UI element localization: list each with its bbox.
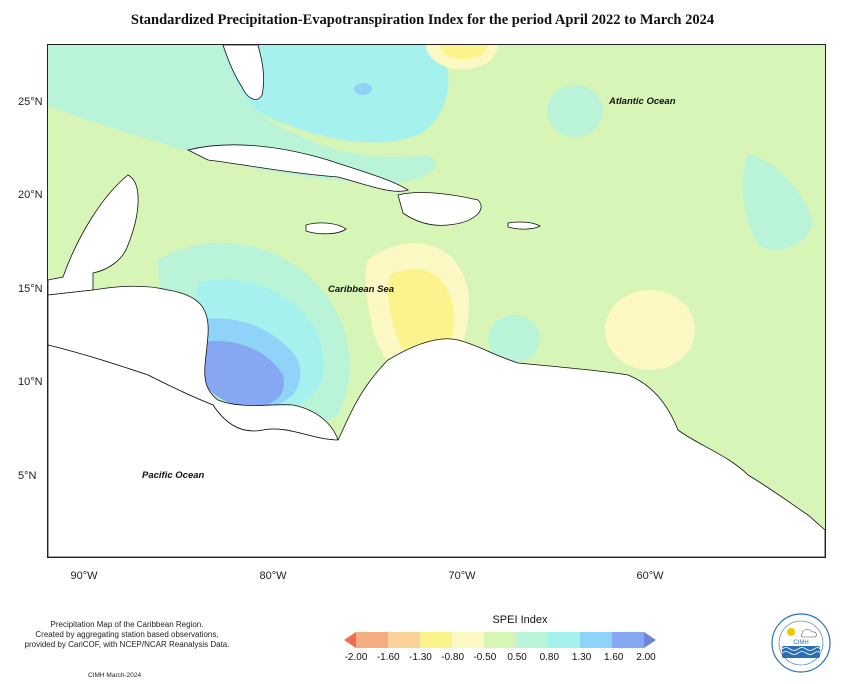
lat-label-10n: 10°N — [18, 376, 43, 388]
land-puerto-rico — [507, 221, 541, 230]
legend-tick-label: 0.80 — [539, 652, 560, 663]
footnote-line-3: provided by CariCOF, with NCEP/NCAR Rean… — [24, 640, 230, 649]
legend-tick-label: 2.00 — [636, 652, 656, 663]
wet-zone-venezuela-coast — [488, 315, 540, 363]
lon-label-60w: 60°W — [636, 570, 664, 582]
logo-text: CIMH — [793, 640, 809, 646]
wet-zone-central-america-core — [198, 340, 284, 407]
legend-swatch — [580, 632, 613, 648]
lat-label-15n: 15°N — [18, 283, 43, 295]
lon-label-80w: 80°W — [259, 570, 287, 582]
sun-icon — [787, 628, 795, 636]
legend-swatch — [420, 632, 453, 648]
label-caribbean-sea: Caribbean Sea — [328, 284, 394, 295]
credit-text: CIMH March-2024 — [88, 672, 142, 679]
wet-zone-gulf-bahamas-inner — [48, 45, 436, 184]
land-masses — [48, 45, 825, 557]
cloud-icon — [801, 629, 817, 638]
dry-zone-lesser-antilles — [605, 290, 695, 370]
land-florida — [222, 45, 265, 100]
legend-colorbar — [344, 632, 656, 648]
legend-tick-label: -1.60 — [376, 652, 400, 663]
map-footnote: Precipitation Map of the Caribbean Regio… — [12, 620, 242, 650]
legend-tick-label: 1.30 — [571, 652, 592, 663]
wet-zone-florida-bahamas — [218, 45, 449, 143]
legend-swatch — [612, 632, 645, 648]
wet-zone-atlantic-east — [742, 155, 813, 250]
lon-label-70w: 70°W — [448, 570, 476, 582]
legend-ticks: -2.00 -1.60 -1.30 -0.80 -0.50 0.50 0.80 1.30 1.6… — [345, 652, 656, 666]
legend-swatch — [548, 632, 581, 648]
land-mexico-yucatan — [48, 174, 139, 296]
legend-swatch — [484, 632, 517, 648]
legend-tick-label: -1.30 — [409, 652, 432, 663]
dry-zone-bahamas-north-core — [440, 45, 488, 60]
cimh-logo — [771, 613, 831, 673]
legend-swatch — [644, 632, 656, 648]
legend-tick-label: -0.80 — [441, 652, 465, 663]
legend-tick-label: 1.60 — [604, 652, 624, 663]
land-cuba — [186, 144, 409, 192]
land-hispaniola — [397, 192, 482, 226]
lat-label-20n: 20°N — [18, 189, 43, 201]
legend-tick-label: 0.50 — [507, 652, 527, 663]
legend-tick-label: -0.50 — [473, 652, 497, 663]
land-jamaica — [305, 222, 347, 235]
footnote-line-1: Precipitation Map of the Caribbean Regio… — [50, 620, 204, 629]
footnote-line-2: Created by aggregating station based obs… — [35, 630, 219, 639]
legend-swatch — [452, 632, 485, 648]
lon-label-90w: 90°W — [70, 570, 98, 582]
map-title: Standardized Precipitation-Evapotranspir… — [130, 12, 715, 28]
lat-label-25n: 25°N — [18, 96, 43, 108]
legend-swatch — [344, 632, 356, 648]
wet-zone-atlantic-north — [547, 85, 603, 137]
wet-zone-bahamas-core — [354, 83, 372, 95]
legend-title: SPEI Index — [492, 614, 548, 626]
legend-tick-label: -2.00 — [344, 652, 368, 663]
legend-swatch — [356, 632, 389, 648]
spei-map — [47, 44, 826, 558]
land-south-america — [48, 338, 825, 557]
label-atlantic-ocean: Atlantic Ocean — [609, 96, 676, 107]
legend-swatch — [516, 632, 549, 648]
lat-label-5n: 5°N — [18, 470, 37, 482]
label-pacific-ocean: Pacific Ocean — [142, 470, 205, 481]
legend-swatch — [388, 632, 421, 648]
